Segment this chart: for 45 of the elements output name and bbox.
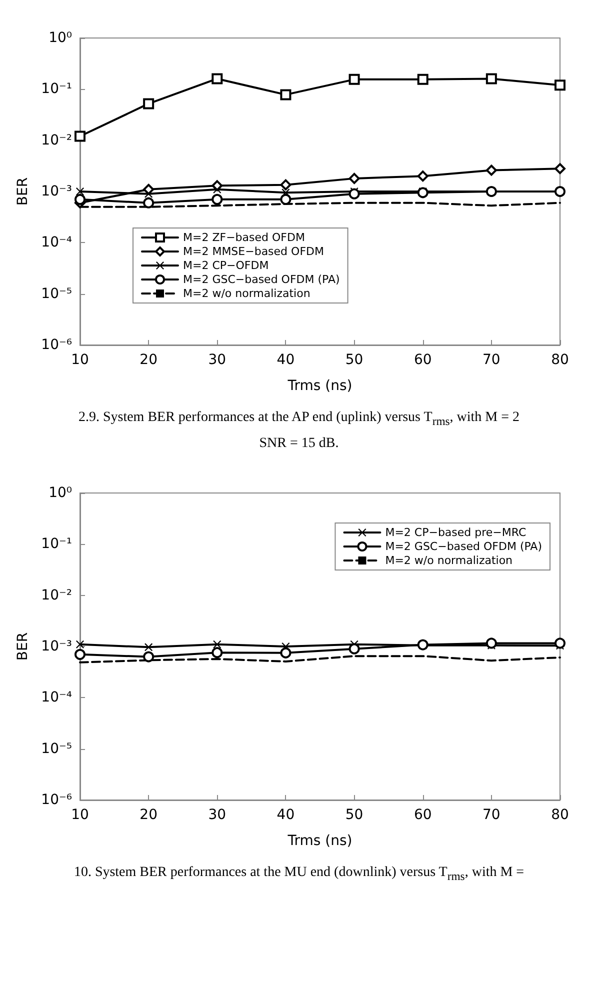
- x-tick-label: 30: [208, 806, 226, 823]
- text: 10. System BER performances at the MU end (downlink) versus T$_{rms}$, with M =: [72, 864, 526, 885]
- x-tick-label: 40: [276, 352, 295, 368]
- legend-label: M=2 w/o normalization: [183, 287, 310, 300]
- y-tick-label: 10⁻²: [41, 132, 72, 148]
- y-tick-label: 10⁻¹: [41, 536, 72, 552]
- y-tick-label: 10⁻⁵: [41, 740, 72, 757]
- x-tick-label: 60: [414, 352, 432, 368]
- legend-label: M=2 ZF−based OFDM: [183, 231, 305, 244]
- x-tick-label: 10: [71, 352, 89, 368]
- y-tick-label: 10⁻³: [41, 638, 72, 654]
- x-tick-label: 10: [71, 806, 89, 823]
- y-axis-title: BER: [15, 632, 31, 660]
- y-tick-label: 10⁻³: [41, 184, 72, 200]
- legend-label: M=2 w/o normalization: [385, 554, 513, 567]
- x-tick-label: 20: [140, 352, 158, 368]
- x-tick-label: 50: [345, 352, 364, 368]
- x-axis-title: Trms (ns): [286, 378, 352, 394]
- legend-label: M=2 MMSE−based OFDM: [183, 245, 324, 258]
- y-tick-label: 10⁻⁶: [41, 337, 72, 353]
- legend-label: M=2 GSC−based OFDM (PA): [385, 540, 542, 553]
- x-tick-label: 20: [140, 806, 158, 823]
- x-tick-label: 70: [482, 352, 500, 368]
- y-tick-label: 10⁻⁶: [41, 792, 72, 808]
- x-axis-title: Trms (ns): [286, 832, 352, 849]
- y-tick-label: 10⁰: [48, 484, 72, 501]
- x-tick-label: 80: [551, 806, 569, 823]
- x-tick-label: 80: [551, 352, 569, 368]
- y-tick-label: 10⁻⁴: [41, 689, 72, 706]
- x-tick-label: 30: [208, 352, 226, 368]
- y-tick-label: 10⁻⁵: [41, 286, 72, 302]
- legend-label: M=2 CP−OFDM: [183, 259, 269, 272]
- y-tick-label: 10⁻²: [41, 587, 72, 604]
- x-tick-label: 60: [414, 806, 432, 823]
- legend-label: M=2 GSC−based OFDM (PA): [183, 273, 340, 286]
- y-tick-label: 10⁻¹: [41, 81, 72, 98]
- y-tick-label: 10⁰: [48, 30, 72, 46]
- y-tick-label: 10⁻⁴: [41, 234, 72, 251]
- x-tick-label: 40: [276, 806, 295, 823]
- text: SNR = 15 dB.: [258, 434, 340, 453]
- y-axis-title: BER: [15, 177, 31, 206]
- legend-label: M=2 CP−based pre−MRC: [385, 526, 526, 539]
- x-tick-label: 50: [345, 806, 364, 823]
- x-tick-label: 70: [482, 806, 500, 823]
- text: 2.9. System BER performances at the AP end (uplink) versus T$_{rms}$, with M = 2: [77, 409, 521, 430]
